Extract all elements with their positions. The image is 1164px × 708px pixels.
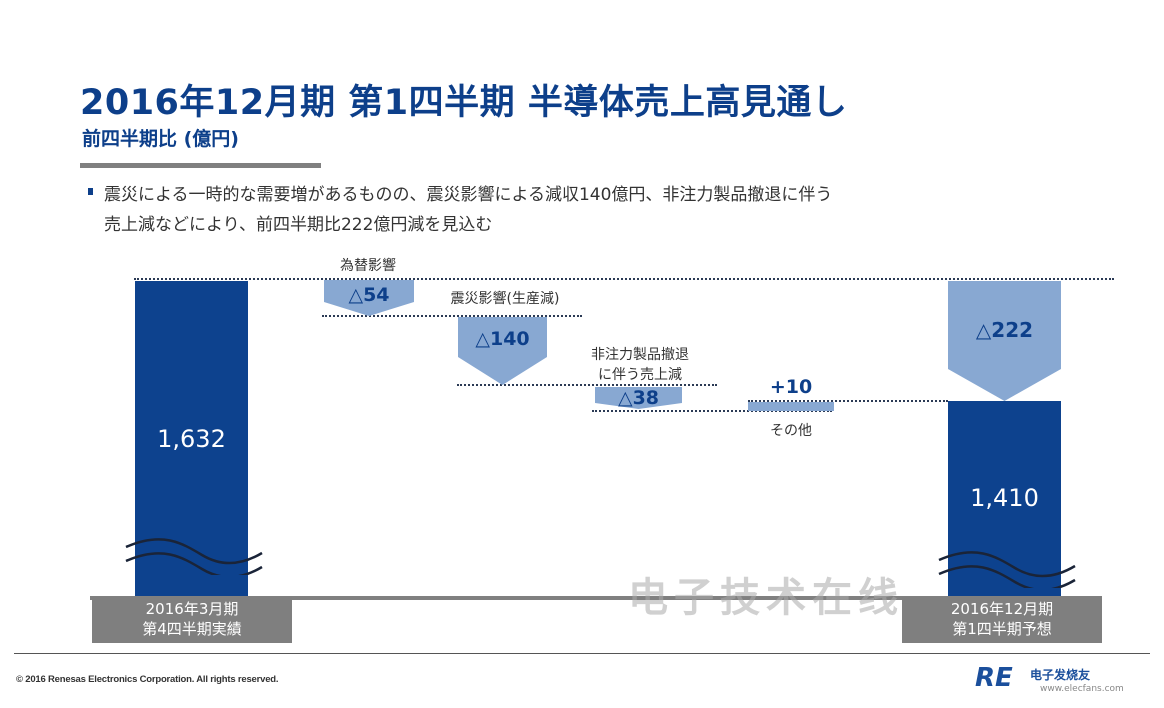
- x-axis-line: [90, 596, 1102, 600]
- x-label-end-line2: 第1四半期予想: [952, 620, 1052, 638]
- step-label-other: その他: [770, 423, 812, 439]
- x-label-start: 2016年3月期 第4四半期実績: [92, 597, 292, 643]
- bullet-square-icon: [88, 188, 93, 195]
- start-bar-value: 1,632: [157, 425, 226, 453]
- step-value-disaster: △140: [475, 328, 530, 350]
- overlay-logo-url: www.elecfans.com: [1040, 684, 1124, 694]
- step-bar-other: [748, 402, 834, 411]
- step-value-other: +10: [769, 376, 813, 398]
- end-bar-value: 1,410: [970, 484, 1039, 512]
- start-bar: [135, 281, 248, 596]
- x-label-start-line1: 2016年3月期: [145, 600, 239, 618]
- step-label-disaster: 震災影響(生産減): [450, 291, 560, 307]
- step-label-exchange: 為替影響: [340, 258, 396, 274]
- page-subtitle: 前四半期比 (億円): [82, 128, 239, 150]
- x-label-end: 2016年12月期 第1四半期予想: [902, 597, 1102, 643]
- overlay-logo-text: 电子发烧友: [1030, 668, 1091, 682]
- page-title: 2016年12月期 第1四半期 半導体売上高見通し: [80, 83, 848, 123]
- step-label-nonfocus-1: 非注力製品撤退: [591, 347, 689, 363]
- bullet-line-1: 震災による一時的な需要増があるものの、震災影響による減収140億円、非注力製品撤…: [104, 185, 833, 205]
- summary-bullet: 震災による一時的な需要増があるものの、震災影響による減収140億円、非注力製品撤…: [88, 180, 1048, 240]
- bullet-line-2: 売上減などにより、前四半期比222億円減を見込む: [104, 215, 493, 235]
- end-bar: [948, 401, 1061, 596]
- footer-divider: [14, 653, 1150, 654]
- guide-line-step4: [748, 400, 948, 402]
- copyright-text: © 2016 Renesas Electronics Corporation. …: [16, 674, 279, 685]
- renesas-logo: RE: [975, 663, 1013, 693]
- watermark: 电子技术在线: [628, 575, 904, 621]
- title-underline: [80, 163, 321, 168]
- step-arrow-nonfocus: [595, 387, 682, 409]
- step-label-nonfocus-2: に伴う売上減: [598, 367, 682, 383]
- total-change-arrow: [948, 281, 1061, 401]
- step-arrow-disaster: [458, 317, 547, 385]
- step-value-nonfocus: △38: [617, 387, 660, 409]
- step-value-exchange: △54: [348, 284, 390, 306]
- guide-line-step3: [592, 410, 832, 412]
- x-label-start-line2: 第4四半期実績: [142, 620, 242, 638]
- guide-line-step1: [322, 315, 582, 317]
- axis-break-icon: [125, 538, 263, 575]
- total-change-value: △222: [975, 318, 1034, 342]
- axis-break-icon: [938, 551, 1076, 588]
- step-arrow-exchange: [324, 280, 414, 316]
- guide-line-step2: [457, 384, 717, 386]
- x-label-end-line1: 2016年12月期: [950, 600, 1054, 618]
- guide-line-start: [134, 278, 1114, 280]
